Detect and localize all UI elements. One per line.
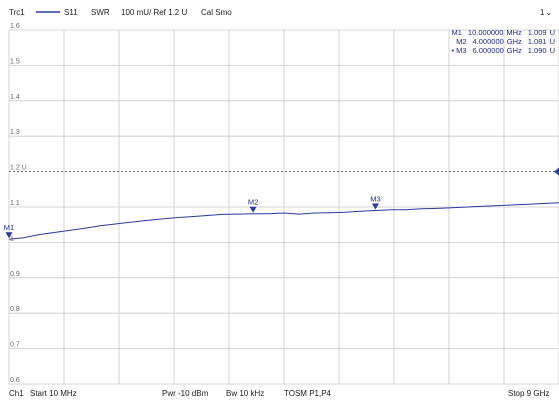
y-tick-label: 0.7: [10, 342, 20, 349]
marker-label: M2: [248, 198, 258, 207]
trace-legend-line-icon: [36, 7, 60, 18]
marker-triangle-icon: [5, 232, 13, 239]
reference-arrow-icon: [554, 167, 559, 176]
marker-label: M3: [370, 195, 380, 204]
s-parameter[interactable]: S11: [64, 8, 78, 17]
y-tick-label: 0.8: [10, 306, 20, 313]
y-tick-label: 1.1: [10, 200, 20, 207]
markers-layer: M1 M2 M3: [4, 195, 381, 239]
marker-m3: M3: [370, 195, 381, 210]
channel-label[interactable]: Ch1: [9, 389, 24, 398]
power-setting[interactable]: Pwr -10 dBm: [162, 389, 209, 398]
cal-label: Cal Smo: [201, 8, 232, 17]
marker-triangle-icon: [371, 203, 379, 210]
channel-number: 1: [540, 8, 545, 17]
marker-row-m3[interactable]: • M3 6.000000 GHz 1.090 U: [451, 46, 555, 55]
grid: [8, 29, 559, 385]
start-frequency[interactable]: Start 10 MHz: [30, 389, 77, 398]
marker-m1: M1: [4, 223, 14, 239]
y-tick-labels: 1.61.51.41.31.2 U1.110.90.80.70.6: [10, 23, 27, 384]
chevron-down-icon: ⌄: [545, 8, 553, 17]
channel-indicator[interactable]: 1⌄: [540, 8, 552, 17]
trace-line: [8, 202, 559, 240]
trace-name[interactable]: Trc1: [9, 8, 25, 17]
y-tick-label: 0.6: [10, 377, 20, 384]
y-tick-label: 1.4: [10, 94, 20, 101]
y-tick-label: 1.2 U: [10, 165, 27, 172]
stop-frequency[interactable]: Stop 9 GHz: [508, 389, 550, 398]
y-tick-label: 0.9: [10, 271, 20, 278]
y-tick-label: 1.5: [10, 58, 20, 65]
marker-triangle-icon: [249, 206, 257, 213]
bandwidth-setting[interactable]: Bw 10 kHz: [226, 389, 265, 398]
y-tick-label: 1.6: [10, 23, 20, 30]
marker-m2: M2: [248, 198, 258, 213]
calibration-status: TOSM P1,P4: [284, 389, 331, 398]
marker-label: M1: [4, 223, 14, 232]
format-label[interactable]: SWR: [91, 8, 110, 17]
scale-label[interactable]: 100 mU/ Ref 1.2 U: [121, 8, 188, 17]
y-tick-label: 1.3: [10, 129, 20, 136]
trace-layer: [8, 202, 559, 240]
active-marker-dot: •: [451, 46, 455, 55]
